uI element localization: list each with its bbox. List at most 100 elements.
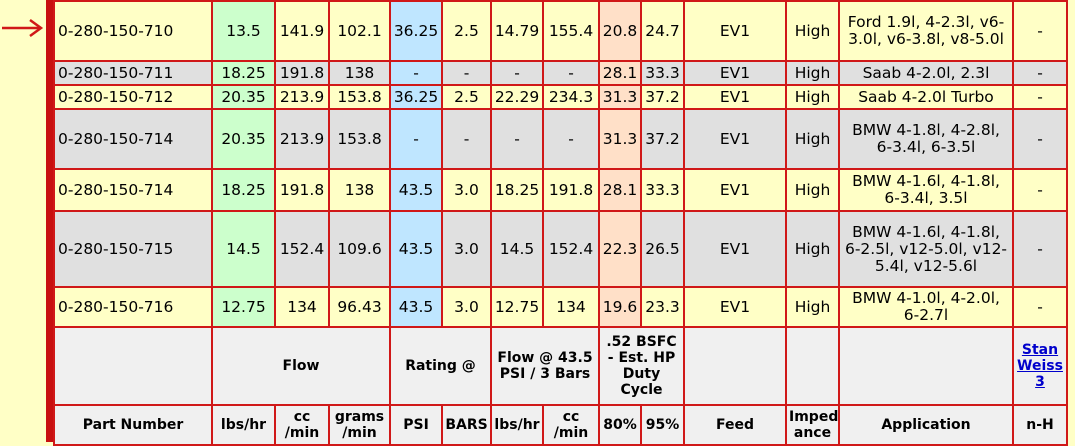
flow-at-cc: 152.4 <box>542 210 600 288</box>
application: BMW 4-1.8l, 4-2.8l, 6-3.4l, 6-3.5l <box>838 108 1014 170</box>
nh: - <box>1012 60 1068 86</box>
flow-at-cc: 191.8 <box>542 168 600 212</box>
arrow-right-icon <box>2 18 44 38</box>
part-number: 0-280-150-711 <box>53 60 213 86</box>
rating-bars: 3.0 <box>441 168 492 212</box>
nh: - <box>1012 0 1068 62</box>
flow-grams: 138 <box>328 60 391 86</box>
hp-95: 26.5 <box>640 210 685 288</box>
col-psi: PSI <box>389 404 443 446</box>
flow-at-cc: 134 <box>542 286 600 328</box>
part-number: 0-280-150-715 <box>53 210 213 288</box>
nh: - <box>1012 108 1068 170</box>
table-row: 0-280-150-712 20.35 213.9 153.8 36.25 2.… <box>53 84 1068 110</box>
header-flow: Flow <box>211 326 391 406</box>
flow-cc: 141.9 <box>274 0 330 62</box>
flow-lbs: 12.75 <box>211 286 276 328</box>
header-flow-at: Flow @ 43.5 PSI / 3 Bars <box>490 326 600 406</box>
impedance: High <box>785 210 840 288</box>
flow-at-cc: - <box>542 60 600 86</box>
col-nh: n-H <box>1012 404 1068 446</box>
part-number: 0-280-150-712 <box>53 84 213 110</box>
feed: EV1 <box>683 286 787 328</box>
col-impedance: Imped ance <box>785 404 840 446</box>
hp-95: 33.3 <box>640 168 685 212</box>
hp-95: 37.2 <box>640 84 685 110</box>
feed: EV1 <box>683 0 787 62</box>
application: BMW 4-1.6l, 4-1.8l, 6-3.4l, 3.5l <box>838 168 1014 212</box>
impedance: High <box>785 0 840 62</box>
part-number: 0-280-150-714 <box>53 168 213 212</box>
hp-80: 28.1 <box>598 60 642 86</box>
header-group-row: Flow Rating @ Flow @ 43.5 PSI / 3 Bars .… <box>53 326 1068 406</box>
feed: EV1 <box>683 210 787 288</box>
rating-bars: 3.0 <box>441 286 492 328</box>
rating-psi: - <box>389 60 443 86</box>
hp-95: 33.3 <box>640 60 685 86</box>
feed: EV1 <box>683 108 787 170</box>
impedance: High <box>785 286 840 328</box>
flow-grams: 153.8 <box>328 108 391 170</box>
col-feed: Feed <box>683 404 787 446</box>
flow-cc: 152.4 <box>274 210 330 288</box>
impedance: High <box>785 108 840 170</box>
rating-bars: 2.5 <box>441 0 492 62</box>
flow-lbs: 20.35 <box>211 108 276 170</box>
flow-at-cc: 155.4 <box>542 0 600 62</box>
hp-95: 24.7 <box>640 0 685 62</box>
header-blank-app <box>838 326 1014 406</box>
flow-cc: 191.8 <box>274 168 330 212</box>
header-blank <box>53 326 213 406</box>
col-cc: cc /min <box>274 404 330 446</box>
flow-grams: 109.6 <box>328 210 391 288</box>
col-grams: grams /min <box>328 404 391 446</box>
header-bsfc: .52 BSFC - Est. HP Duty Cycle <box>598 326 685 406</box>
hp-80: 19.6 <box>598 286 642 328</box>
nh: - <box>1012 210 1068 288</box>
flow-at-lbs: - <box>490 108 544 170</box>
table-row: 0-280-150-714 18.25 191.8 138 43.5 3.0 1… <box>53 168 1068 212</box>
flow-cc: 213.9 <box>274 84 330 110</box>
application: BMW 4-1.0l, 4-2.0l, 6-2.7l <box>838 286 1014 328</box>
rating-psi: 43.5 <box>389 168 443 212</box>
flow-grams: 138 <box>328 168 391 212</box>
flow-lbs: 14.5 <box>211 210 276 288</box>
feed: EV1 <box>683 168 787 212</box>
hp-95: 23.3 <box>640 286 685 328</box>
rating-bars: - <box>441 60 492 86</box>
col-95: 95% <box>640 404 685 446</box>
flow-at-cc: 234.3 <box>542 84 600 110</box>
rating-psi: 43.5 <box>389 286 443 328</box>
impedance: High <box>785 60 840 86</box>
col-bars: BARS <box>441 404 492 446</box>
part-number: 0-280-150-716 <box>53 286 213 328</box>
application: Saab 4-2.0l Turbo <box>838 84 1014 110</box>
col-80: 80% <box>598 404 642 446</box>
credit-link[interactable]: Stan Weiss 3 <box>1017 342 1063 390</box>
nh: - <box>1012 84 1068 110</box>
flow-lbs: 18.25 <box>211 168 276 212</box>
flow-at-lbs: 12.75 <box>490 286 544 328</box>
col-lbs: lbs/hr <box>211 404 276 446</box>
flow-at-lbs: 14.79 <box>490 0 544 62</box>
flow-grams: 153.8 <box>328 84 391 110</box>
header-blank-feed <box>683 326 787 406</box>
table-row: 0-280-150-715 14.5 152.4 109.6 43.5 3.0 … <box>53 210 1068 288</box>
hp-95: 37.2 <box>640 108 685 170</box>
rating-psi: 36.25 <box>389 0 443 62</box>
flow-grams: 102.1 <box>328 0 391 62</box>
table-row: 0-280-150-711 18.25 191.8 138 - - - - 28… <box>53 60 1068 86</box>
rating-bars: - <box>441 108 492 170</box>
flow-at-lbs: 18.25 <box>490 168 544 212</box>
application: Saab 4-2.0l, 2.3l <box>838 60 1014 86</box>
col-flow-cc: cc /min <box>542 404 600 446</box>
table-row: 0-280-150-710 13.5 141.9 102.1 36.25 2.5… <box>53 0 1068 62</box>
part-number: 0-280-150-714 <box>53 108 213 170</box>
flow-lbs: 18.25 <box>211 60 276 86</box>
rating-psi: - <box>389 108 443 170</box>
hp-80: 31.3 <box>598 84 642 110</box>
hp-80: 20.8 <box>598 0 642 62</box>
flow-cc: 191.8 <box>274 60 330 86</box>
flow-at-lbs: 22.29 <box>490 84 544 110</box>
impedance: High <box>785 84 840 110</box>
